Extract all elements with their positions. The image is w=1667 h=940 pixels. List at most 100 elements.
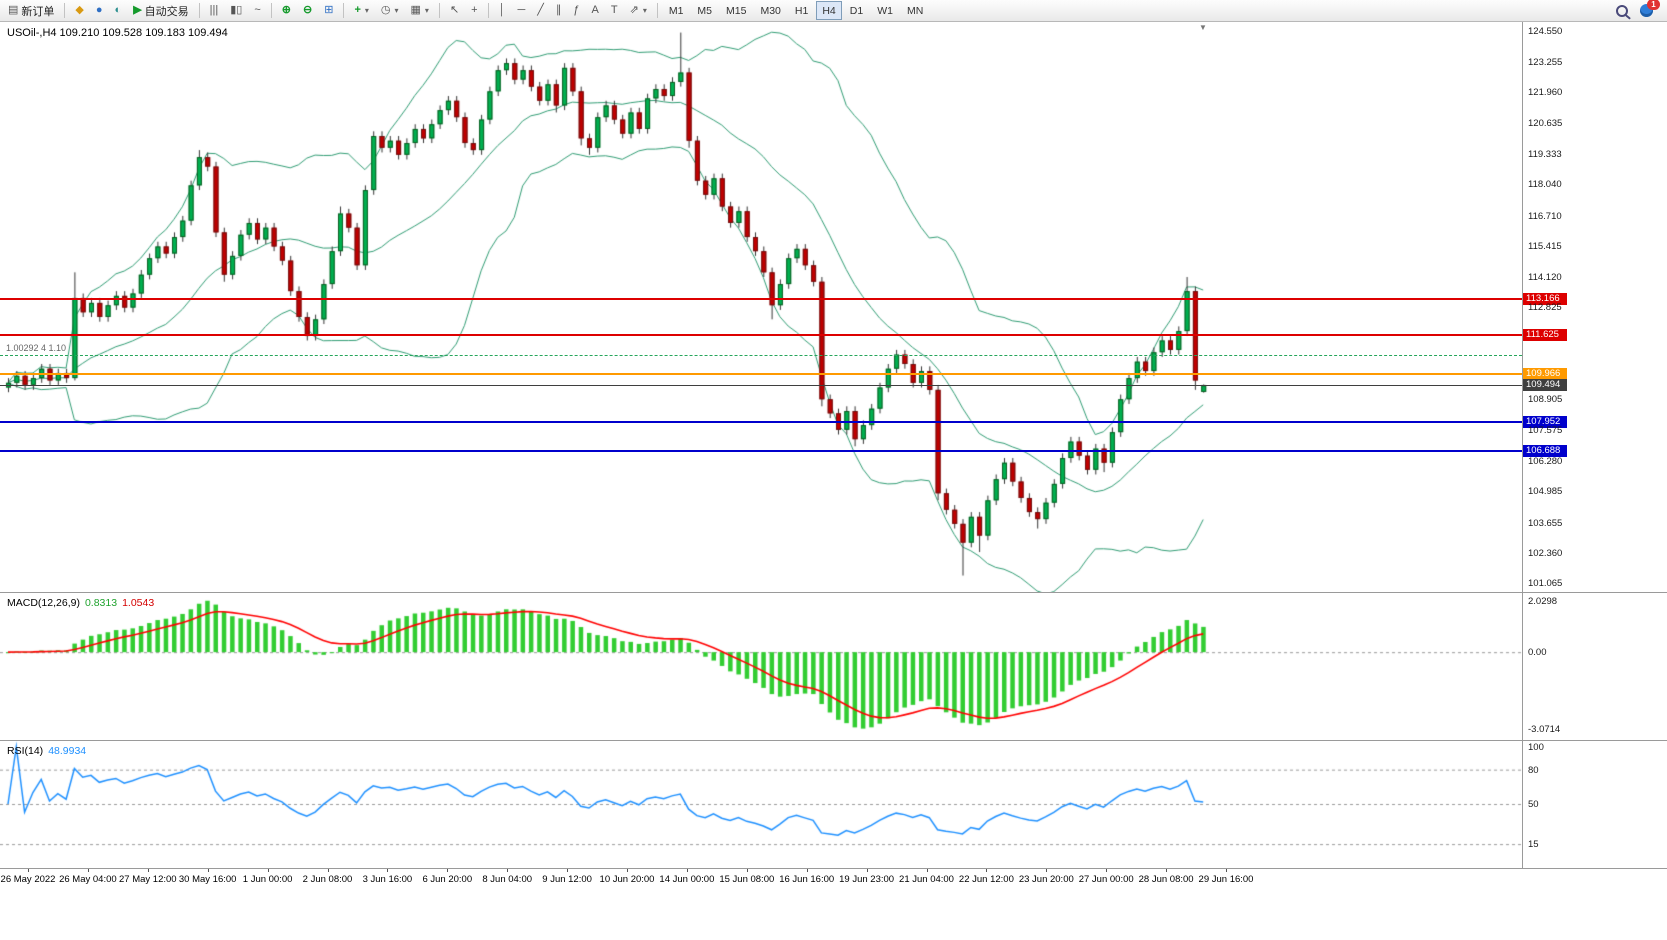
chart-shift-marker[interactable]: ▼ — [1199, 23, 1207, 32]
price-tick: 112.825 — [1528, 302, 1562, 313]
fibo-button[interactable]: ƒ — [568, 1, 584, 20]
channel-icon: ∥ — [555, 4, 562, 16]
time-tick — [507, 869, 509, 872]
indicators-button[interactable]: + ▾ — [349, 1, 373, 20]
periods-button[interactable]: ◷ ▾ — [376, 1, 404, 20]
price-badge: 106.688 — [1523, 445, 1567, 458]
price-tick: 124.550 — [1528, 26, 1563, 38]
price-tick: 107.575 — [1528, 425, 1563, 437]
market-watch-button[interactable]: ● — [91, 1, 108, 20]
channel-button[interactable]: ∥ — [551, 1, 567, 20]
text-button[interactable]: A — [587, 1, 604, 20]
time-tick — [567, 869, 569, 872]
clock-icon: ◷ — [380, 4, 391, 16]
rsi-panel-canvas[interactable] — [0, 741, 1522, 867]
price-tick: 118.040 — [1528, 179, 1562, 191]
tf-m5-button-label: M5 — [697, 4, 713, 17]
time-tick — [686, 869, 688, 872]
price-tick: 106.280 — [1528, 455, 1563, 467]
main-chart-canvas[interactable] — [0, 22, 1522, 592]
tf-w1-button-label: W1 — [877, 4, 893, 17]
toolbar-separator — [343, 3, 345, 18]
arrows-button[interactable]: ⇗ ▾ — [625, 1, 652, 20]
price-tick: 123.255 — [1528, 56, 1563, 68]
level-line[interactable] — [0, 384, 1522, 386]
rsi-title: RSI(14) — [7, 745, 44, 757]
candle-chart-button[interactable]: ▮▯ — [225, 1, 247, 20]
trendline-button[interactable]: ╱ — [532, 1, 549, 20]
price-badge: 111.625 — [1523, 329, 1567, 342]
tile-windows-icon: ⊞ — [324, 4, 334, 16]
time-axis[interactable]: 26 May 2022 26 May 04:00 27 May 12:00 30 Ma… — [0, 868, 1667, 894]
level-line[interactable] — [0, 373, 1522, 376]
search-icon[interactable] — [1616, 4, 1628, 17]
zoom-out-icon: ⊖ — [303, 4, 313, 16]
macd-panel-canvas[interactable] — [0, 593, 1522, 739]
line-chart-button[interactable]: ~ — [249, 1, 265, 20]
panel-resize-handle-macd[interactable] — [0, 592, 1667, 593]
time-label: 26 May 04:00 — [59, 874, 117, 885]
time-tick — [1166, 869, 1168, 872]
panel-resize-handle-rsi[interactable] — [0, 740, 1667, 741]
templates-button[interactable]: ▦ ▾ — [406, 1, 434, 20]
level-line[interactable] — [0, 297, 1522, 300]
cursor-button[interactable]: ↖ — [445, 1, 464, 20]
community-button[interactable]: 1 — [1640, 0, 1660, 18]
autotrading-button[interactable]: ▶ 自动交易 — [128, 1, 193, 20]
charts-button[interactable]: ◆ — [70, 1, 88, 20]
new-order-icon: ▤ — [8, 4, 19, 16]
tf-m30-button[interactable]: M30 — [754, 1, 786, 20]
price-badge: 109.494 — [1523, 379, 1567, 392]
zoom-out-button[interactable]: ⊖ — [298, 1, 317, 20]
hline-button[interactable]: ─ — [512, 1, 530, 20]
price-axis[interactable]: 113.166 111.625 109.966 109.494 107.952 106.6… — [1522, 0, 1667, 890]
new-order-button-label: 新订单 — [21, 5, 55, 18]
navigator-button[interactable]: ◐ — [110, 1, 127, 20]
vertical-line-icon: │ — [498, 4, 506, 16]
time-tick — [627, 869, 628, 872]
price-tick: 108.905 — [1528, 394, 1563, 406]
rsi-tick: 80 — [1528, 764, 1539, 776]
trendline-icon: ╱ — [537, 4, 544, 16]
new-order-button[interactable]: ▤ 新订单 — [3, 1, 59, 20]
label-button[interactable]: T — [606, 1, 623, 20]
price-axis-border — [1522, 22, 1523, 868]
add-indicator-icon: + — [354, 4, 361, 16]
tf-m1-button[interactable]: M1 — [663, 1, 690, 20]
time-label: 9 Jun 12:00 — [542, 874, 592, 885]
time-label: 16 Jun 16:00 — [779, 874, 835, 885]
tf-m15-button[interactable]: M15 — [720, 1, 752, 20]
time-label: 8 Jun 04:00 — [482, 874, 533, 885]
arrows-icon: ⇗ — [629, 4, 639, 16]
level-line[interactable] — [0, 450, 1522, 453]
time-tick — [28, 869, 29, 872]
vline-button[interactable]: │ — [494, 1, 511, 20]
time-tick — [207, 869, 209, 872]
rsi-label: RSI(14) 48.9934 — [7, 745, 91, 757]
tf-w1-button[interactable]: W1 — [871, 1, 899, 20]
tf-h1-button[interactable]: H1 — [789, 1, 814, 20]
level-line[interactable] — [0, 420, 1522, 423]
price-tick: 104.985 — [1528, 486, 1563, 498]
tf-d1-button[interactable]: D1 — [844, 1, 869, 20]
crosshair-button[interactable]: + — [466, 1, 482, 20]
toolbar-separator — [64, 3, 66, 18]
zoom-in-button[interactable]: ⊕ — [277, 1, 296, 20]
tf-mn-button[interactable]: MN — [901, 1, 929, 20]
time-tick — [87, 869, 89, 872]
toolbar-separator — [487, 3, 489, 18]
price-tick: 116.710 — [1528, 210, 1562, 222]
time-label: 23 Jun 20:00 — [1018, 874, 1074, 885]
tile-windows-button[interactable]: ⊞ — [319, 1, 338, 20]
time-tick — [806, 869, 808, 872]
level-line[interactable] — [0, 354, 1522, 356]
tf-m5-button[interactable]: M5 — [691, 1, 718, 20]
time-tick — [267, 869, 269, 872]
bar-chart-button[interactable]: ||| — [205, 1, 224, 20]
tf-h4-button[interactable]: H4 — [816, 1, 842, 20]
level-line[interactable] — [0, 334, 1522, 337]
line-chart-icon: ~ — [254, 4, 261, 16]
cursor-icon: ↖ — [449, 4, 460, 16]
toolbar-items: ▤ 新订单 ◆ ● ◐ ▶ 自动交易 ||| ▮▯ ~ ⊕ ⊖ ⊞ + ▾ ◷ ▾ ▦ ▾ ↖ + │ ─ ╱ ∥ ƒ A T ⇗ ▾ M1… — [2, 1, 930, 20]
